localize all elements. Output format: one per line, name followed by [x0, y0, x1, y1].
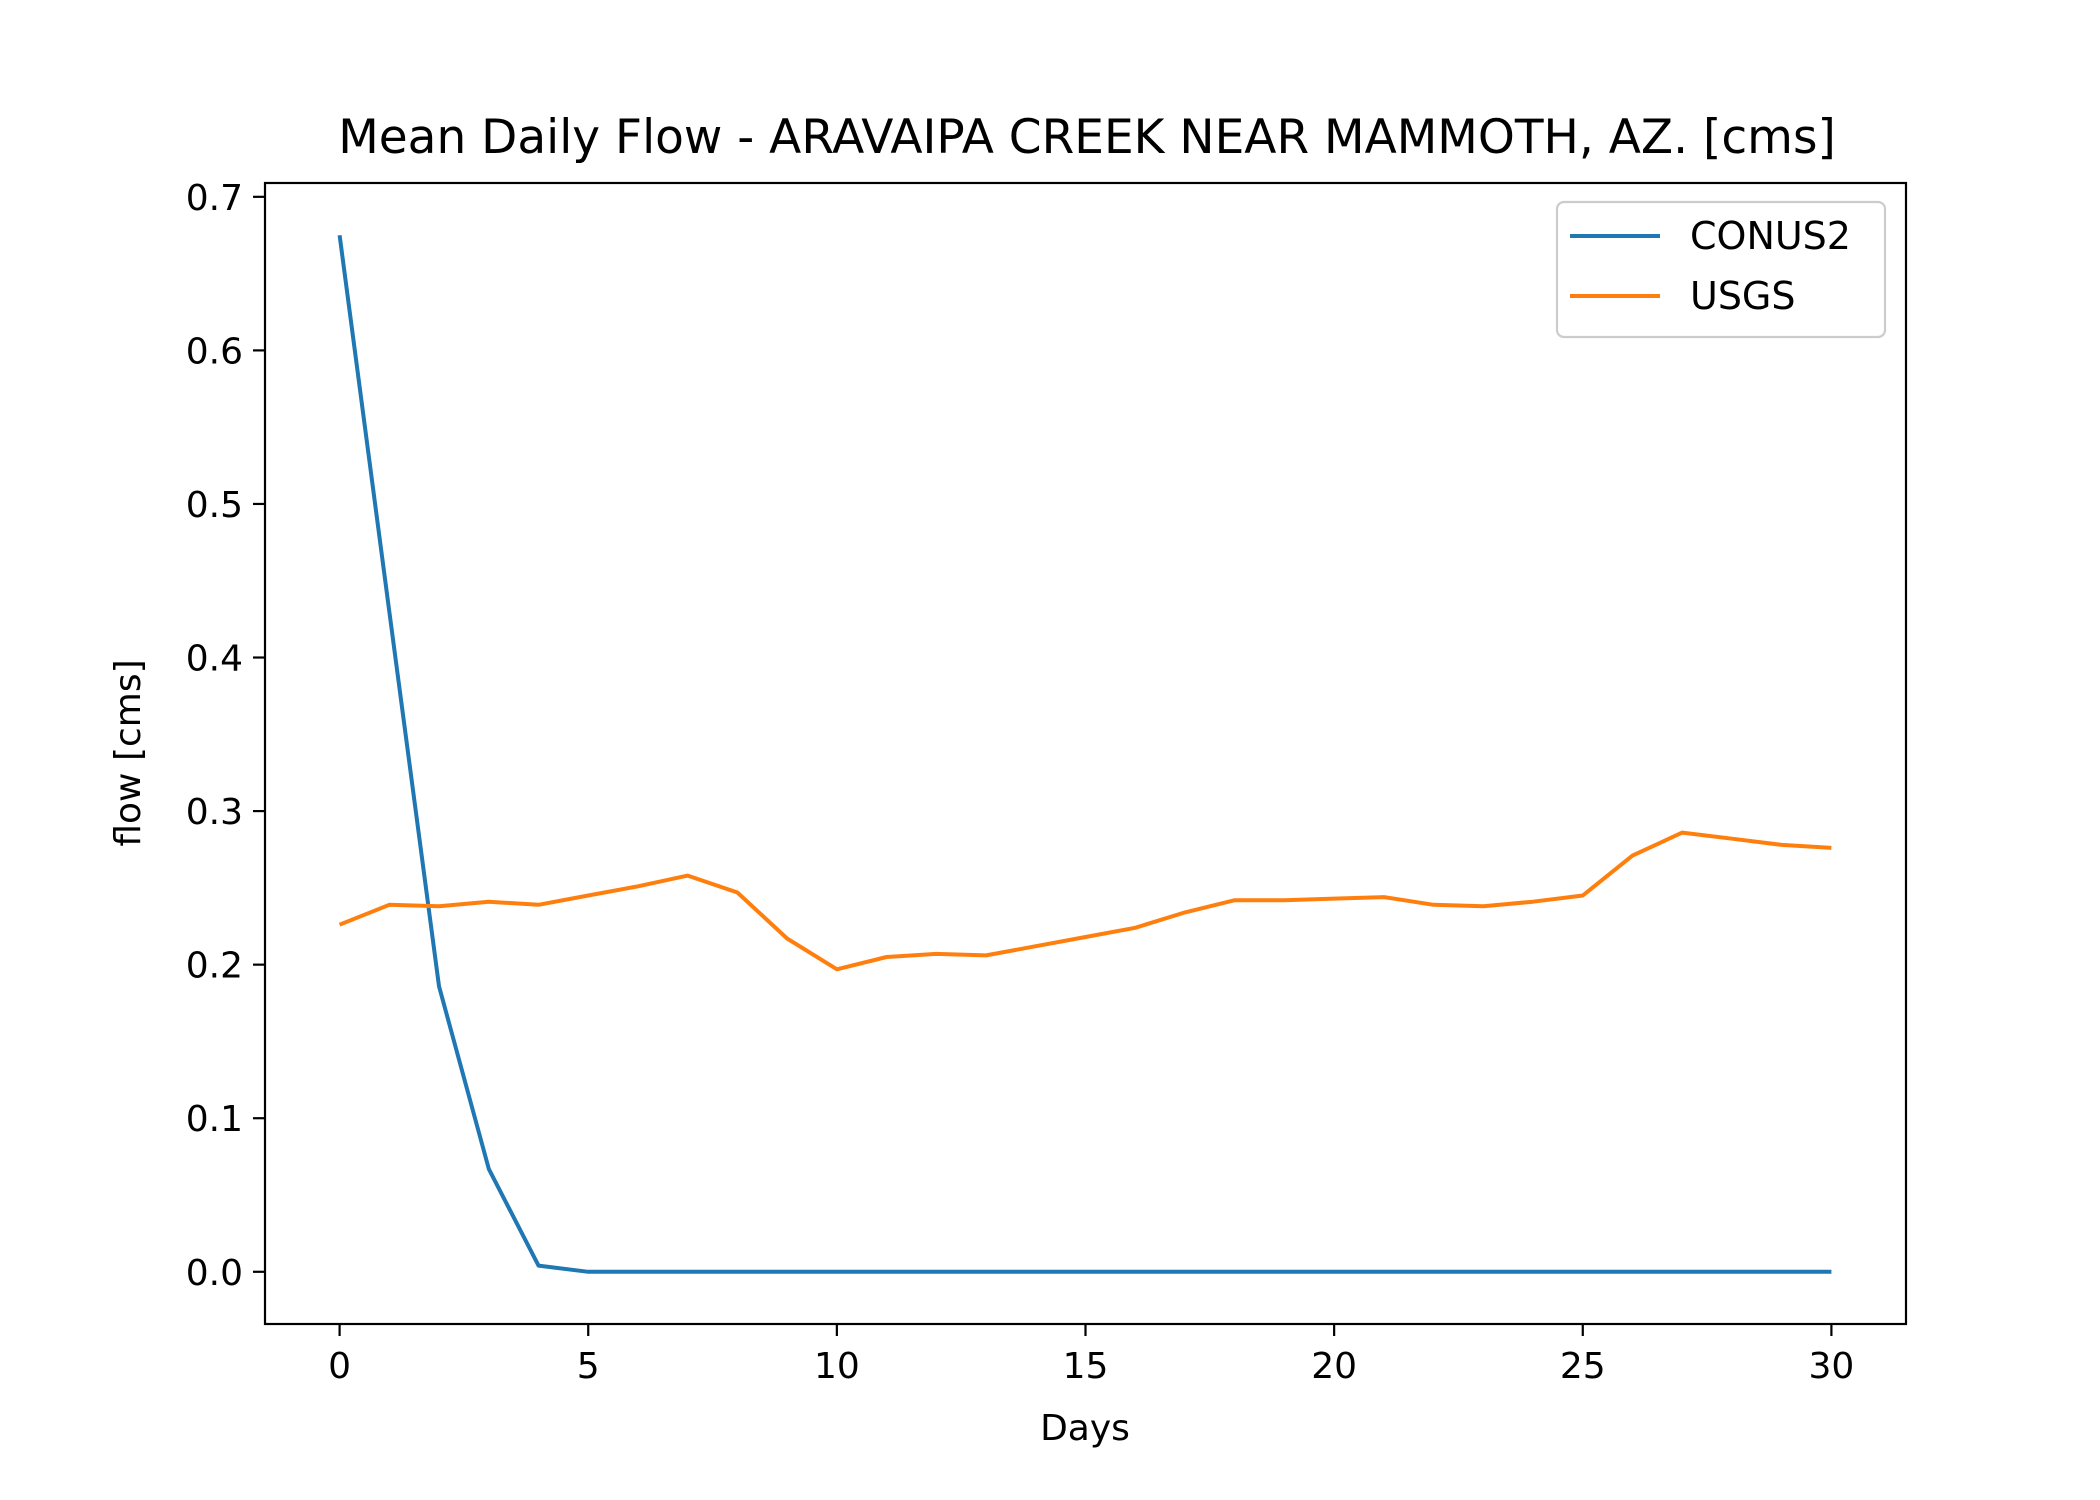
x-tick-label: 10 — [814, 1346, 860, 1387]
y-tick-label: 0.6 — [186, 331, 243, 372]
y-axis-ticks: 0.0 0.1 0.2 0.3 0.4 0.5 0.6 0.7 — [186, 178, 265, 1294]
legend: CONUS2 USGS — [1555, 200, 1887, 339]
x-tick-label: 30 — [1809, 1346, 1855, 1387]
y-axis-label: flow [cms] — [108, 659, 149, 846]
x-axis-ticks: 0 5 10 15 20 25 30 — [328, 1324, 1854, 1387]
series-line-conus2 — [337, 234, 1832, 1274]
chart-title: Mean Daily Flow - ARAVAIPA CREEK NEAR MA… — [338, 110, 1836, 165]
y-tick-label: 0.3 — [186, 792, 243, 833]
x-tick-label: 0 — [328, 1346, 351, 1387]
y-tick-label: 0.0 — [186, 1253, 243, 1294]
legend-label-usgs: USGS — [1690, 274, 1796, 318]
x-tick-label: 15 — [1063, 1346, 1109, 1387]
y-tick-label: 0.4 — [186, 639, 243, 680]
y-tick-label: 0.7 — [186, 178, 243, 219]
series-line-usgs — [338, 830, 1832, 972]
plot-frame — [263, 181, 1908, 1326]
x-tick-label: 25 — [1560, 1346, 1606, 1387]
legend-label-conus2: CONUS2 — [1690, 214, 1851, 258]
y-tick-label: 0.5 — [186, 485, 243, 526]
plot-lines — [337, 234, 1832, 1274]
x-axis-label: Days — [1040, 1408, 1130, 1449]
x-tick-label: 5 — [577, 1346, 600, 1387]
x-tick-label: 20 — [1311, 1346, 1357, 1387]
y-tick-label: 0.2 — [186, 946, 243, 987]
y-tick-label: 0.1 — [186, 1099, 243, 1140]
